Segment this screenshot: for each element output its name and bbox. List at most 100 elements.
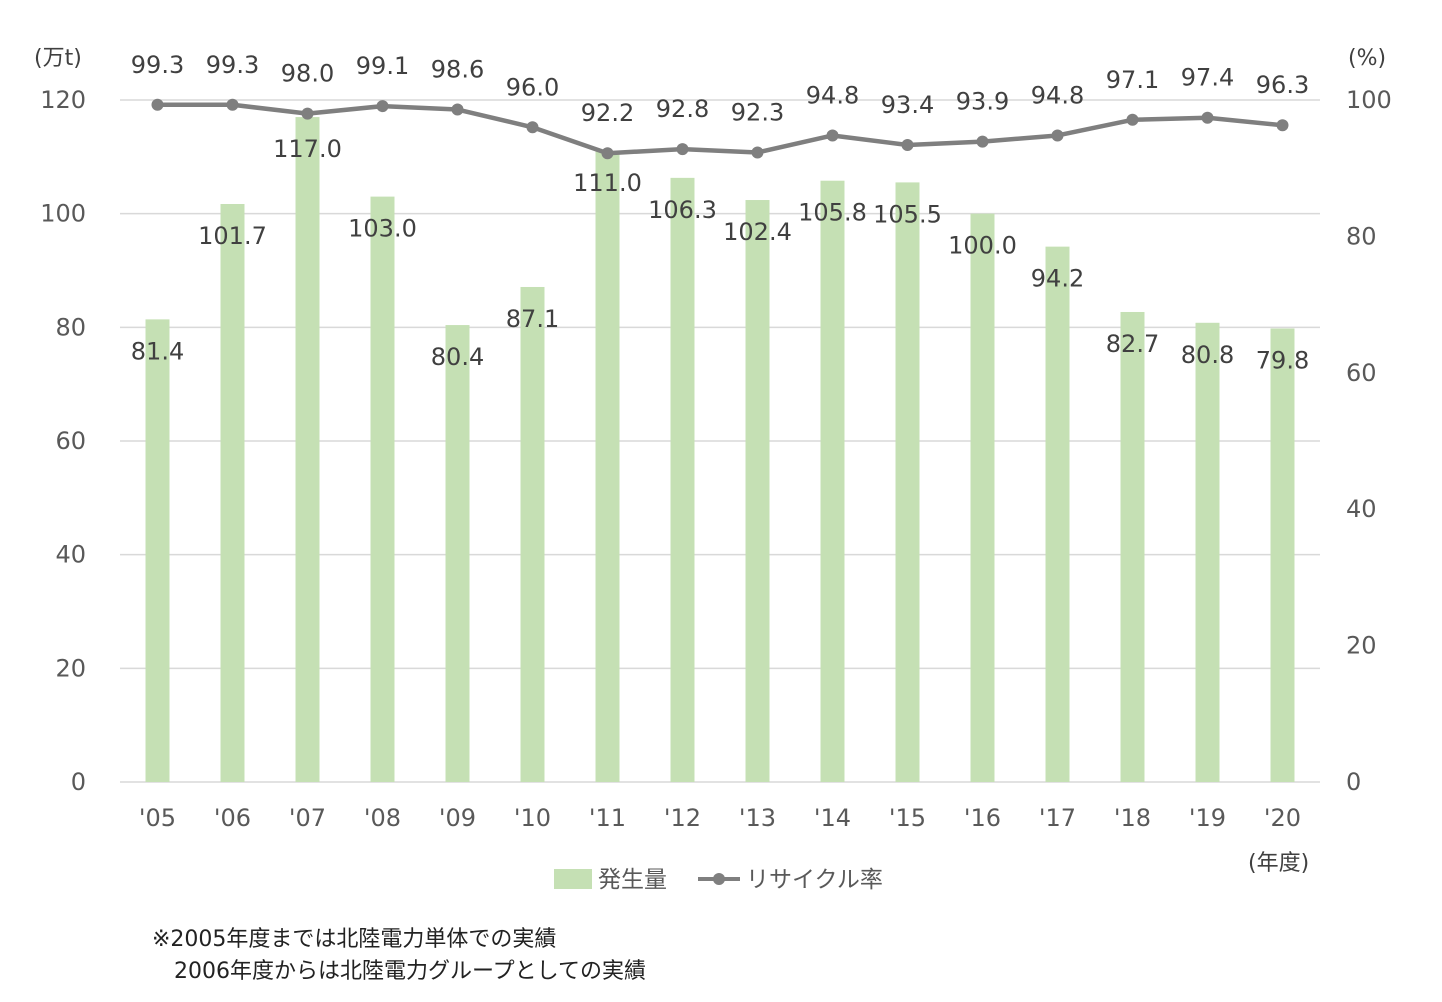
x-axis-tick-label: '17 [1039, 804, 1076, 832]
right-axis-tick-label: 40 [1346, 495, 1377, 523]
line-data-label: 94.8 [1031, 81, 1084, 109]
right-axis-tick-label: 20 [1346, 632, 1377, 660]
right-axis-tick-label: 60 [1346, 359, 1377, 387]
line-data-label: 98.6 [431, 56, 484, 84]
line-point [976, 135, 989, 148]
line-point [751, 146, 764, 159]
bar [970, 213, 995, 782]
gridlines [120, 99, 1320, 783]
line-point [1201, 111, 1214, 124]
left-axis-tick-label: 60 [55, 427, 86, 455]
line-point [1051, 129, 1064, 142]
line-point [1126, 113, 1139, 126]
x-axis-tick-label: '12 [664, 804, 701, 832]
axes: (万t) (%) (年度) 0 20 40 60 80 100 120 0 20 40 60 80 10… [34, 46, 1392, 876]
bar-data-label: 105.8 [798, 199, 867, 227]
line-data-label: 92.8 [656, 95, 709, 123]
bar-data-label: 106.3 [648, 196, 717, 224]
legend-swatch-bar [554, 869, 592, 889]
bar-data-label: 111.0 [573, 169, 642, 197]
bar-series [145, 117, 1295, 783]
legend: 発生量 リサイクル率 [554, 867, 883, 893]
line-data-label: 98.0 [281, 60, 334, 88]
bar-data-label: 102.4 [723, 218, 792, 246]
bar [520, 286, 545, 782]
x-axis-tick-label: '11 [589, 804, 626, 832]
footnote-line-1: ※2005年度までは北陸電力単体での実績 [152, 927, 557, 952]
line-data-label: 97.1 [1106, 66, 1159, 94]
line-data-label: 92.3 [731, 99, 784, 127]
line-point [676, 143, 689, 156]
right-axis-tick-label: 0 [1346, 768, 1361, 796]
bar [145, 319, 170, 782]
x-axis-tick-label: '07 [289, 804, 326, 832]
line-point [376, 100, 389, 113]
right-axis-tick-label: 100 [1346, 86, 1392, 114]
line-data-label: 97.4 [1181, 64, 1234, 92]
bar-data-label: 105.5 [873, 200, 942, 228]
left-axis-unit: (万t) [34, 46, 82, 71]
line-point [151, 98, 164, 111]
x-axis-tick-label: '08 [364, 804, 401, 832]
left-axis-tick-label: 120 [40, 86, 86, 114]
bar-data-label: 87.1 [506, 305, 559, 333]
bar-data-label: 79.8 [1256, 346, 1309, 374]
right-axis-tick-label: 80 [1346, 222, 1377, 250]
x-axis-tick-label: '14 [814, 804, 851, 832]
left-axis-tick-label: 20 [55, 654, 86, 682]
data-labels: 81.4 101.7 117.0 103.0 80.4 87.1 111.0106.3102… [131, 51, 1309, 375]
bar [595, 151, 620, 782]
line-data-label: 99.3 [131, 51, 184, 79]
line-series [151, 98, 1289, 160]
left-axis-tick-label: 0 [71, 768, 86, 796]
line-point [601, 147, 614, 160]
bar-data-label: 80.4 [431, 343, 484, 371]
line-data-label: 94.8 [806, 81, 859, 109]
x-axis-tick-label: '19 [1189, 804, 1226, 832]
line-data-label: 96.0 [506, 73, 559, 101]
line-point [301, 107, 314, 120]
line-data-label: 93.9 [956, 88, 1009, 116]
bar [895, 182, 920, 783]
bar-data-label: 81.4 [131, 337, 184, 365]
bar [1195, 322, 1220, 782]
line-point [826, 129, 839, 142]
bar-data-label: 82.7 [1106, 330, 1159, 358]
footnotes: ※2005年度までは北陸電力単体での実績 2006年度からは北陸電力グループとし… [152, 924, 646, 988]
legend-label-bar: 発生量 [598, 867, 667, 893]
legend-swatch-marker [713, 873, 725, 885]
line-point [451, 103, 464, 116]
line-data-label: 92.2 [581, 99, 634, 127]
left-axis-tick-label: 100 [40, 200, 86, 228]
bar [295, 117, 320, 783]
line-point [226, 98, 239, 111]
line-path [157, 102, 1283, 156]
x-axis-tick-label: '09 [439, 804, 476, 832]
right-axis-unit: (%) [1348, 46, 1386, 71]
x-axis-tick-label: '13 [739, 804, 776, 832]
bar [1270, 328, 1295, 782]
footnote-line-2: 2006年度からは北陸電力グループとしての実績 [152, 959, 647, 984]
bar [820, 180, 845, 782]
x-axis-tick-label: '06 [214, 804, 251, 832]
x-axis-tick-label: '15 [889, 804, 926, 832]
legend-label-line: リサイクル率 [746, 867, 883, 893]
bar-data-label: 94.2 [1031, 265, 1084, 293]
bar [745, 200, 770, 782]
bar [1120, 311, 1145, 782]
bar [220, 204, 245, 782]
line-data-label: 99.1 [356, 52, 409, 80]
line-point [901, 139, 914, 152]
line-point [1276, 119, 1289, 132]
x-axis-tick-label: '20 [1264, 804, 1301, 832]
bar-data-label: 100.0 [948, 232, 1017, 260]
bar [370, 196, 395, 782]
left-axis-tick-label: 40 [55, 541, 86, 569]
bar-data-label: 101.7 [198, 222, 267, 250]
bar [1045, 246, 1070, 782]
left-axis-tick-label: 80 [55, 313, 86, 341]
x-axis-unit: (年度) [1248, 851, 1309, 876]
line-point [526, 121, 539, 134]
bar-data-label: 117.0 [273, 135, 342, 163]
